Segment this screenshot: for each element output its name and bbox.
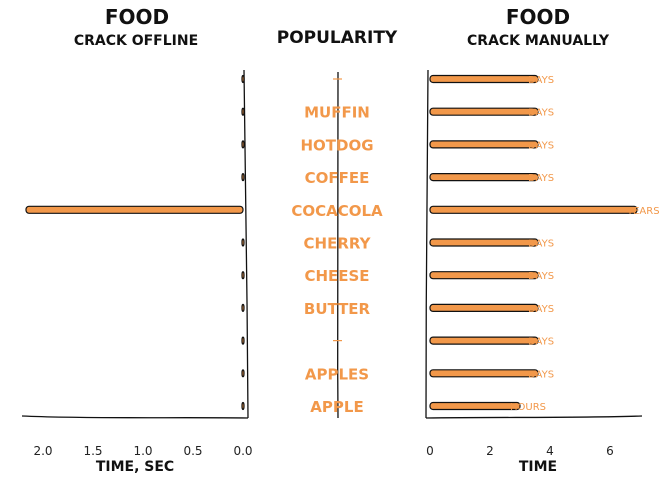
left-bar: [241, 336, 245, 345]
left-panel-title: FOOD: [105, 5, 169, 29]
right-bar: [429, 205, 638, 214]
right-bar: [429, 401, 521, 411]
right-y-axis: [425, 69, 429, 419]
left-bar: [241, 369, 245, 378]
category-label: APPLES: [305, 365, 369, 383]
right-x-axis-label: TIME: [519, 459, 557, 475]
right-x-tick-label: 4: [546, 444, 554, 458]
right-x-tick-label: 2: [486, 444, 494, 458]
right-bar-data-label: DAYS: [528, 108, 554, 119]
left-x-tick-label: 0.5: [183, 444, 202, 458]
left-bar: [241, 238, 245, 247]
category-label: HOTDOG: [300, 136, 373, 154]
left-bar: [25, 205, 244, 214]
right-panel-title: FOOD: [506, 5, 570, 29]
left-bar: [241, 140, 245, 149]
middle-panel-title: POPULARITY: [277, 28, 398, 48]
left-bar: [241, 271, 245, 280]
right-bar: [429, 74, 539, 84]
right-bar: [429, 303, 539, 312]
right-bar-data-label: DAYS: [528, 369, 554, 380]
right-bar-data-label: DAYS: [528, 75, 554, 86]
right-bar: [429, 336, 539, 345]
left-bar: [241, 173, 245, 182]
left-x-tick-label: 1.0: [133, 444, 152, 458]
right-bar-data-label: DAYS: [528, 271, 554, 282]
right-bar: [429, 369, 539, 378]
left-x-tick-label: 1.5: [83, 444, 102, 458]
right-bar-data-label: HOURS: [510, 402, 546, 413]
axes-layer: [21, 69, 643, 419]
right-bar: [429, 173, 539, 182]
right-bar: [429, 107, 539, 116]
right-bar-data-label: DAYS: [528, 173, 554, 184]
category-label: BUTTER: [304, 300, 371, 318]
left-y-axis: [243, 69, 249, 419]
right-bar: [429, 140, 539, 149]
left-bar: [241, 107, 245, 116]
left-x-tick-label: 2.0: [33, 444, 52, 458]
category-label: APPLE: [310, 398, 363, 416]
right-x-axis: [425, 415, 643, 419]
category-label: CHERRY: [304, 235, 372, 253]
right-bar-data-label: DAYS: [528, 140, 554, 151]
category-label: COFFEE: [305, 169, 370, 187]
right-panel-subtitle: CRACK MANUALLY: [467, 33, 610, 49]
left-x-axis-label: TIME, SEC: [96, 459, 174, 475]
right-bar-data-label: YEARS: [626, 206, 660, 217]
right-x-tick-label: 0: [426, 444, 434, 458]
left-bar: [241, 303, 245, 312]
left-panel-subtitle: CRACK OFFLINE: [74, 33, 198, 49]
bars-layer: [25, 74, 638, 411]
right-bar-data-label: DAYS: [528, 239, 554, 250]
left-x-tick-label: 0.0: [233, 444, 252, 458]
left-bar: [241, 74, 245, 84]
category-label: CHEESE: [304, 267, 369, 285]
left-bar: [241, 401, 245, 411]
right-bar-data-label: DAYS: [528, 337, 554, 348]
right-bar-data-label: DAYS: [528, 304, 554, 315]
right-bar: [429, 238, 539, 247]
text-layer: FOOD CRACK OFFLINE POPULARITY FOOD CRACK…: [33, 5, 659, 475]
right-x-tick-label: 6: [606, 444, 614, 458]
category-label: MUFFIN: [304, 104, 370, 122]
left-x-axis: [21, 415, 249, 419]
category-label: COCACOLA: [291, 202, 383, 220]
right-bar: [429, 271, 539, 280]
